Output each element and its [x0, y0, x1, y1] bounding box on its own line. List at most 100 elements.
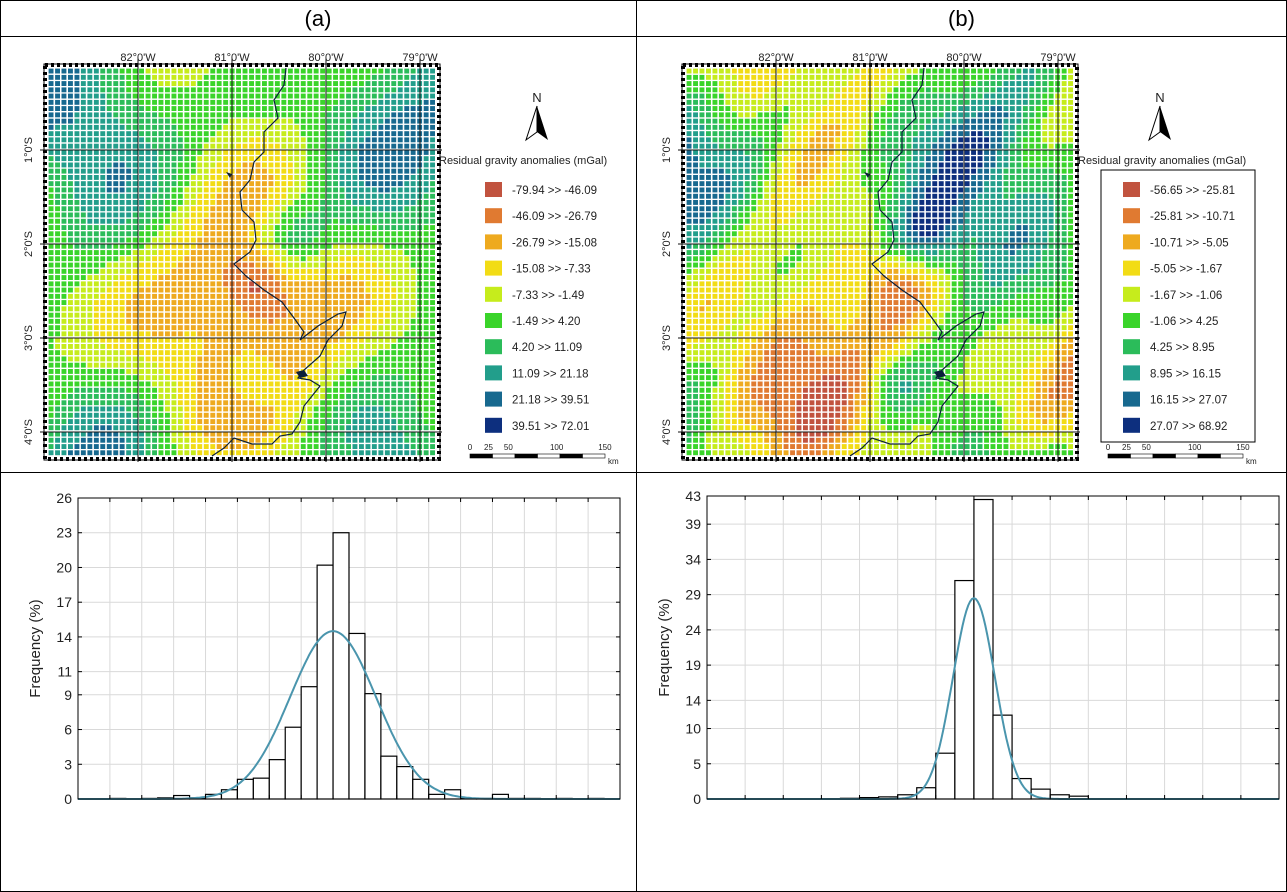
map-cell	[333, 425, 338, 431]
map-cell	[718, 331, 724, 337]
map-cell	[352, 225, 358, 230]
map-cell	[268, 112, 274, 118]
map-cell	[313, 231, 319, 237]
map-cell	[693, 212, 698, 218]
map-cell	[55, 212, 60, 218]
map-cell	[430, 387, 435, 393]
map-cell	[371, 331, 377, 337]
map-cell	[706, 81, 711, 86]
map-cell	[320, 200, 326, 205]
map-cell	[203, 81, 209, 86]
map-cell	[145, 275, 151, 280]
map-cell	[287, 237, 293, 243]
map-cell	[404, 118, 410, 124]
map-cell	[410, 150, 416, 155]
map-cell	[55, 419, 60, 424]
map-cell	[391, 212, 397, 218]
map-cell	[61, 431, 67, 437]
map-cell	[294, 337, 300, 343]
map-cell	[165, 74, 170, 80]
map-cell	[397, 168, 403, 174]
map-cell	[216, 268, 222, 274]
map-cell	[236, 156, 241, 162]
map-cell	[294, 243, 300, 249]
map-cell	[145, 375, 151, 381]
map-cell	[365, 450, 371, 456]
map-cell	[171, 231, 177, 237]
map-cell	[738, 312, 744, 318]
map-cell	[757, 87, 763, 93]
map-cell	[320, 437, 326, 443]
map-cell	[87, 93, 93, 99]
map-cell	[145, 406, 151, 412]
map-cell	[300, 362, 306, 368]
map-cell	[352, 375, 358, 381]
map-cell	[371, 444, 377, 449]
map-cell	[430, 444, 435, 449]
map-cell	[152, 419, 157, 424]
map-cell	[300, 356, 306, 362]
map-cell	[764, 419, 770, 424]
map-cell	[712, 287, 718, 293]
map-cell	[281, 444, 287, 449]
map-cell	[790, 212, 795, 218]
map-cell	[210, 150, 216, 155]
map-cell	[55, 362, 60, 368]
map-cell	[139, 356, 144, 362]
map-cell	[113, 262, 119, 268]
map-cell	[346, 293, 351, 299]
map-cell	[751, 175, 757, 180]
map-cell	[132, 300, 138, 305]
map-cell	[803, 268, 808, 274]
map-cell	[255, 444, 261, 449]
map-cell	[184, 93, 190, 99]
map-cell	[262, 419, 267, 424]
map-cell	[255, 124, 261, 130]
map-cell	[300, 68, 306, 74]
map-cell	[119, 350, 125, 356]
map-cell	[777, 287, 782, 293]
map-cell	[757, 93, 763, 99]
map-cell	[145, 362, 151, 368]
map-cell	[216, 293, 222, 299]
map-cell	[48, 124, 54, 130]
map-cell	[371, 306, 377, 312]
map-cell	[693, 137, 698, 143]
map-cell	[770, 162, 776, 168]
map-cell	[777, 93, 782, 99]
map-cell	[210, 412, 216, 418]
map-cell	[333, 156, 338, 162]
map-cell	[693, 124, 698, 130]
map-cell	[132, 425, 138, 431]
map-cell	[236, 275, 241, 280]
map-cell	[171, 181, 177, 187]
map-cell	[184, 325, 190, 331]
legend-title: Residual gravity anomalies (mGal)	[439, 155, 607, 167]
map-cell	[287, 187, 293, 193]
map-cell	[326, 256, 332, 262]
map-cell	[274, 262, 280, 268]
map-cell	[686, 444, 692, 449]
map-cell	[738, 225, 744, 230]
map-cell	[699, 262, 705, 268]
map-cell	[796, 300, 802, 305]
map-cell	[158, 218, 164, 224]
map-cell	[132, 268, 138, 274]
map-cell	[320, 106, 326, 111]
map-cell	[699, 369, 705, 374]
map-cell	[307, 262, 313, 268]
map-cell	[346, 74, 351, 80]
map-cell	[783, 74, 789, 80]
map-cell	[184, 275, 190, 280]
map-cell	[764, 356, 770, 362]
map-cell	[106, 137, 112, 143]
map-cell	[320, 400, 326, 406]
map-cell	[352, 350, 358, 356]
map-cell	[87, 406, 93, 412]
map-cell	[770, 156, 776, 162]
map-cell	[287, 287, 293, 293]
latitude-label: 1°0'S	[23, 137, 35, 163]
map-cell	[126, 250, 132, 255]
map-cell	[699, 256, 705, 262]
map-cell	[80, 175, 86, 180]
